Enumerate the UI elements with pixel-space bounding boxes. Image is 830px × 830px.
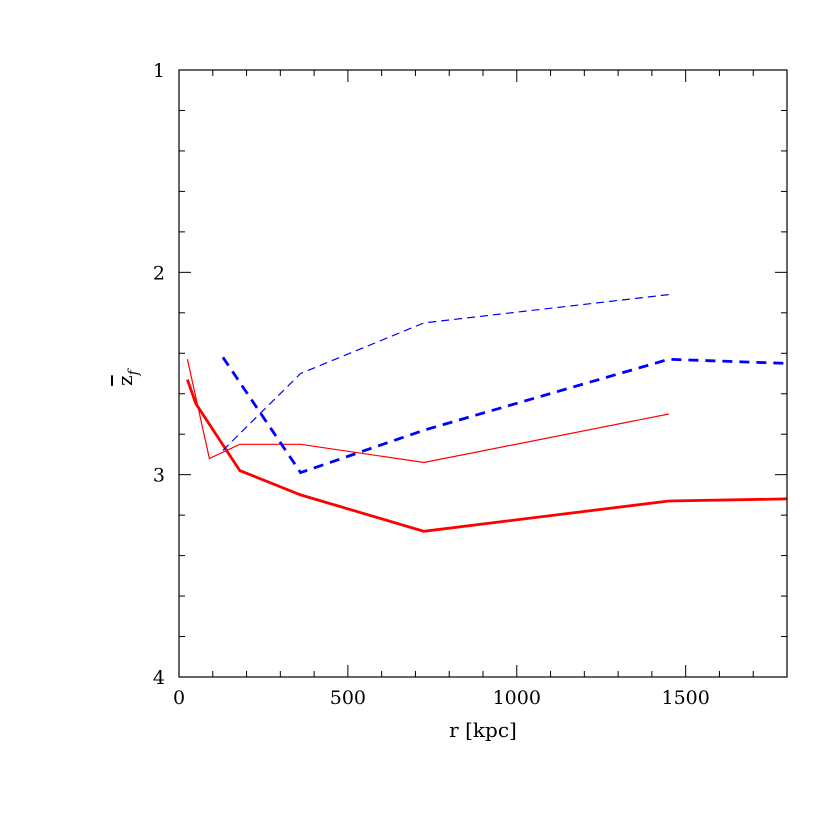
x-tick-label: 1000 [493, 687, 541, 709]
series-line-2 [186, 359, 669, 464]
labels-layer: 0 500 1000 1500 1 2 3 4 [153, 60, 710, 709]
y-axis-label-main: z [113, 375, 137, 386]
y-tick-label: 3 [153, 465, 165, 487]
series-line-1 [186, 379, 788, 533]
svg-text:zf: zf [113, 367, 142, 386]
ticks-layer [178, 69, 788, 678]
x-tick-label: 500 [330, 687, 366, 709]
series-layer [186, 294, 788, 533]
y-tick-label: 1 [153, 60, 165, 82]
x-tick-label: 1500 [661, 687, 709, 709]
series-line-4 [222, 294, 669, 451]
x-tick-label: 0 [173, 687, 185, 709]
series-line-3 [221, 356, 788, 475]
y-axis-label-sub: f [126, 367, 142, 376]
y-tick-label: 4 [153, 667, 165, 689]
y-axis-label: zf [113, 367, 142, 386]
plot-frame [178, 69, 788, 678]
y-tick-label: 2 [153, 262, 165, 284]
x-axis-label: r [kpc] [449, 718, 517, 742]
